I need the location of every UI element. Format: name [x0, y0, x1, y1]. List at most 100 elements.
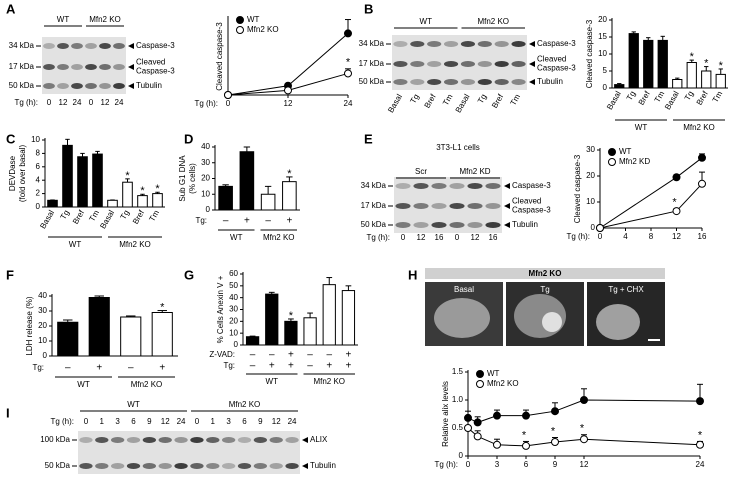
row-value: + — [159, 363, 165, 374]
arrow — [302, 437, 308, 443]
point — [464, 424, 472, 432]
x-tick-label: Basal — [605, 89, 623, 111]
band — [85, 64, 97, 70]
y-tick-label: 10 — [586, 197, 595, 206]
y-tick-label: 10 — [201, 189, 210, 198]
point — [698, 179, 706, 188]
band — [431, 222, 447, 228]
group-label: WT — [635, 123, 648, 132]
group-label: Mfn2 KO — [119, 240, 151, 249]
lane-label: 9 — [258, 417, 263, 426]
x-tick-label: 9 — [553, 460, 558, 469]
band — [449, 183, 465, 189]
band — [190, 437, 204, 443]
bar — [284, 320, 298, 346]
bar — [57, 321, 79, 357]
annotation: * — [580, 423, 585, 435]
x-tick-label: Bref — [131, 208, 147, 226]
band — [449, 222, 465, 228]
row-value: + — [244, 216, 250, 227]
y-axis-label: Sub G1 DNA — [178, 155, 187, 202]
band — [99, 83, 111, 89]
blot — [394, 177, 502, 233]
band — [467, 222, 483, 228]
lane-label: Basal — [386, 92, 404, 114]
lane-label: 16 — [489, 233, 498, 242]
cell — [596, 304, 640, 340]
x-tick-label: 8 — [649, 232, 654, 241]
y-tick-label: 0 — [603, 83, 608, 92]
band — [99, 43, 111, 49]
band — [57, 83, 69, 89]
y-axis-label: Relative alix levels — [441, 381, 450, 447]
legend-label: WT — [487, 369, 500, 378]
band — [269, 437, 283, 443]
band — [410, 79, 425, 85]
legend-label: Mfn2 KO — [247, 25, 279, 34]
point — [493, 440, 501, 449]
y-tick-label: 0 — [43, 351, 48, 360]
arrow — [504, 203, 510, 209]
bar — [341, 290, 356, 346]
y-tick-label: 0 — [459, 451, 464, 460]
lane-label: 12 — [471, 233, 480, 242]
bar — [322, 284, 336, 346]
y-tick-label: 5 — [603, 66, 608, 75]
band-label: Tubulin — [136, 81, 162, 90]
point — [580, 396, 588, 404]
band-label: Tubulin — [537, 77, 563, 86]
annotation: * — [160, 301, 165, 313]
band — [485, 203, 501, 209]
marker-label: 17 kDa — [361, 201, 387, 210]
y-tick-label: 1.0 — [452, 395, 464, 404]
x-tick-label: 12 — [672, 232, 681, 241]
band-label: Cleaved — [136, 58, 165, 67]
y-tick-label: 0.5 — [452, 423, 464, 432]
lane-label: Basal — [454, 92, 472, 114]
line — [599, 183, 703, 229]
band — [477, 79, 492, 85]
y-tick-label: 30 — [201, 158, 210, 167]
band — [285, 437, 299, 443]
lane-label: Tg — [476, 93, 488, 106]
band — [253, 437, 268, 443]
band — [113, 43, 125, 49]
band — [443, 41, 459, 47]
bar — [303, 317, 317, 346]
bar — [672, 79, 683, 89]
bar — [686, 62, 697, 89]
group-label: WT — [230, 233, 243, 242]
legend-marker — [608, 148, 616, 156]
y-tick-label: 60 — [229, 269, 238, 278]
point — [344, 29, 352, 38]
arrow — [128, 64, 134, 70]
band — [142, 437, 157, 443]
x-tick-label: 3 — [495, 460, 500, 469]
legend-marker — [476, 370, 484, 378]
y-tick-label: 30 — [229, 305, 238, 314]
band-label: Caspase-3 — [136, 41, 175, 50]
x-tick-label: Basal — [663, 89, 681, 111]
micrograph-panel: Mfn2 KO Basal Tg Tg + CHX — [425, 268, 665, 346]
bar — [137, 195, 148, 208]
micrograph-title: Mfn2 KO — [529, 269, 562, 278]
point — [580, 435, 588, 444]
band — [467, 183, 483, 189]
x-tick-label: 16 — [698, 232, 707, 241]
band — [43, 83, 55, 89]
annotation: * — [289, 310, 294, 322]
bar — [260, 193, 276, 211]
annotation: * — [704, 57, 709, 69]
band — [79, 437, 93, 443]
row-value: – — [307, 350, 313, 361]
point — [522, 411, 530, 420]
group-label: WT — [420, 17, 433, 26]
lane-label: 12 — [161, 417, 170, 426]
y-tick-label: 6 — [36, 162, 41, 171]
row-label: Tg: — [195, 216, 207, 225]
y-axis-label: Cleaved caspase-3 — [573, 154, 582, 223]
row-value: – — [265, 216, 271, 227]
x-tick-label: Basal — [98, 208, 116, 230]
band — [511, 61, 526, 67]
lane-label: 12 — [101, 98, 110, 107]
